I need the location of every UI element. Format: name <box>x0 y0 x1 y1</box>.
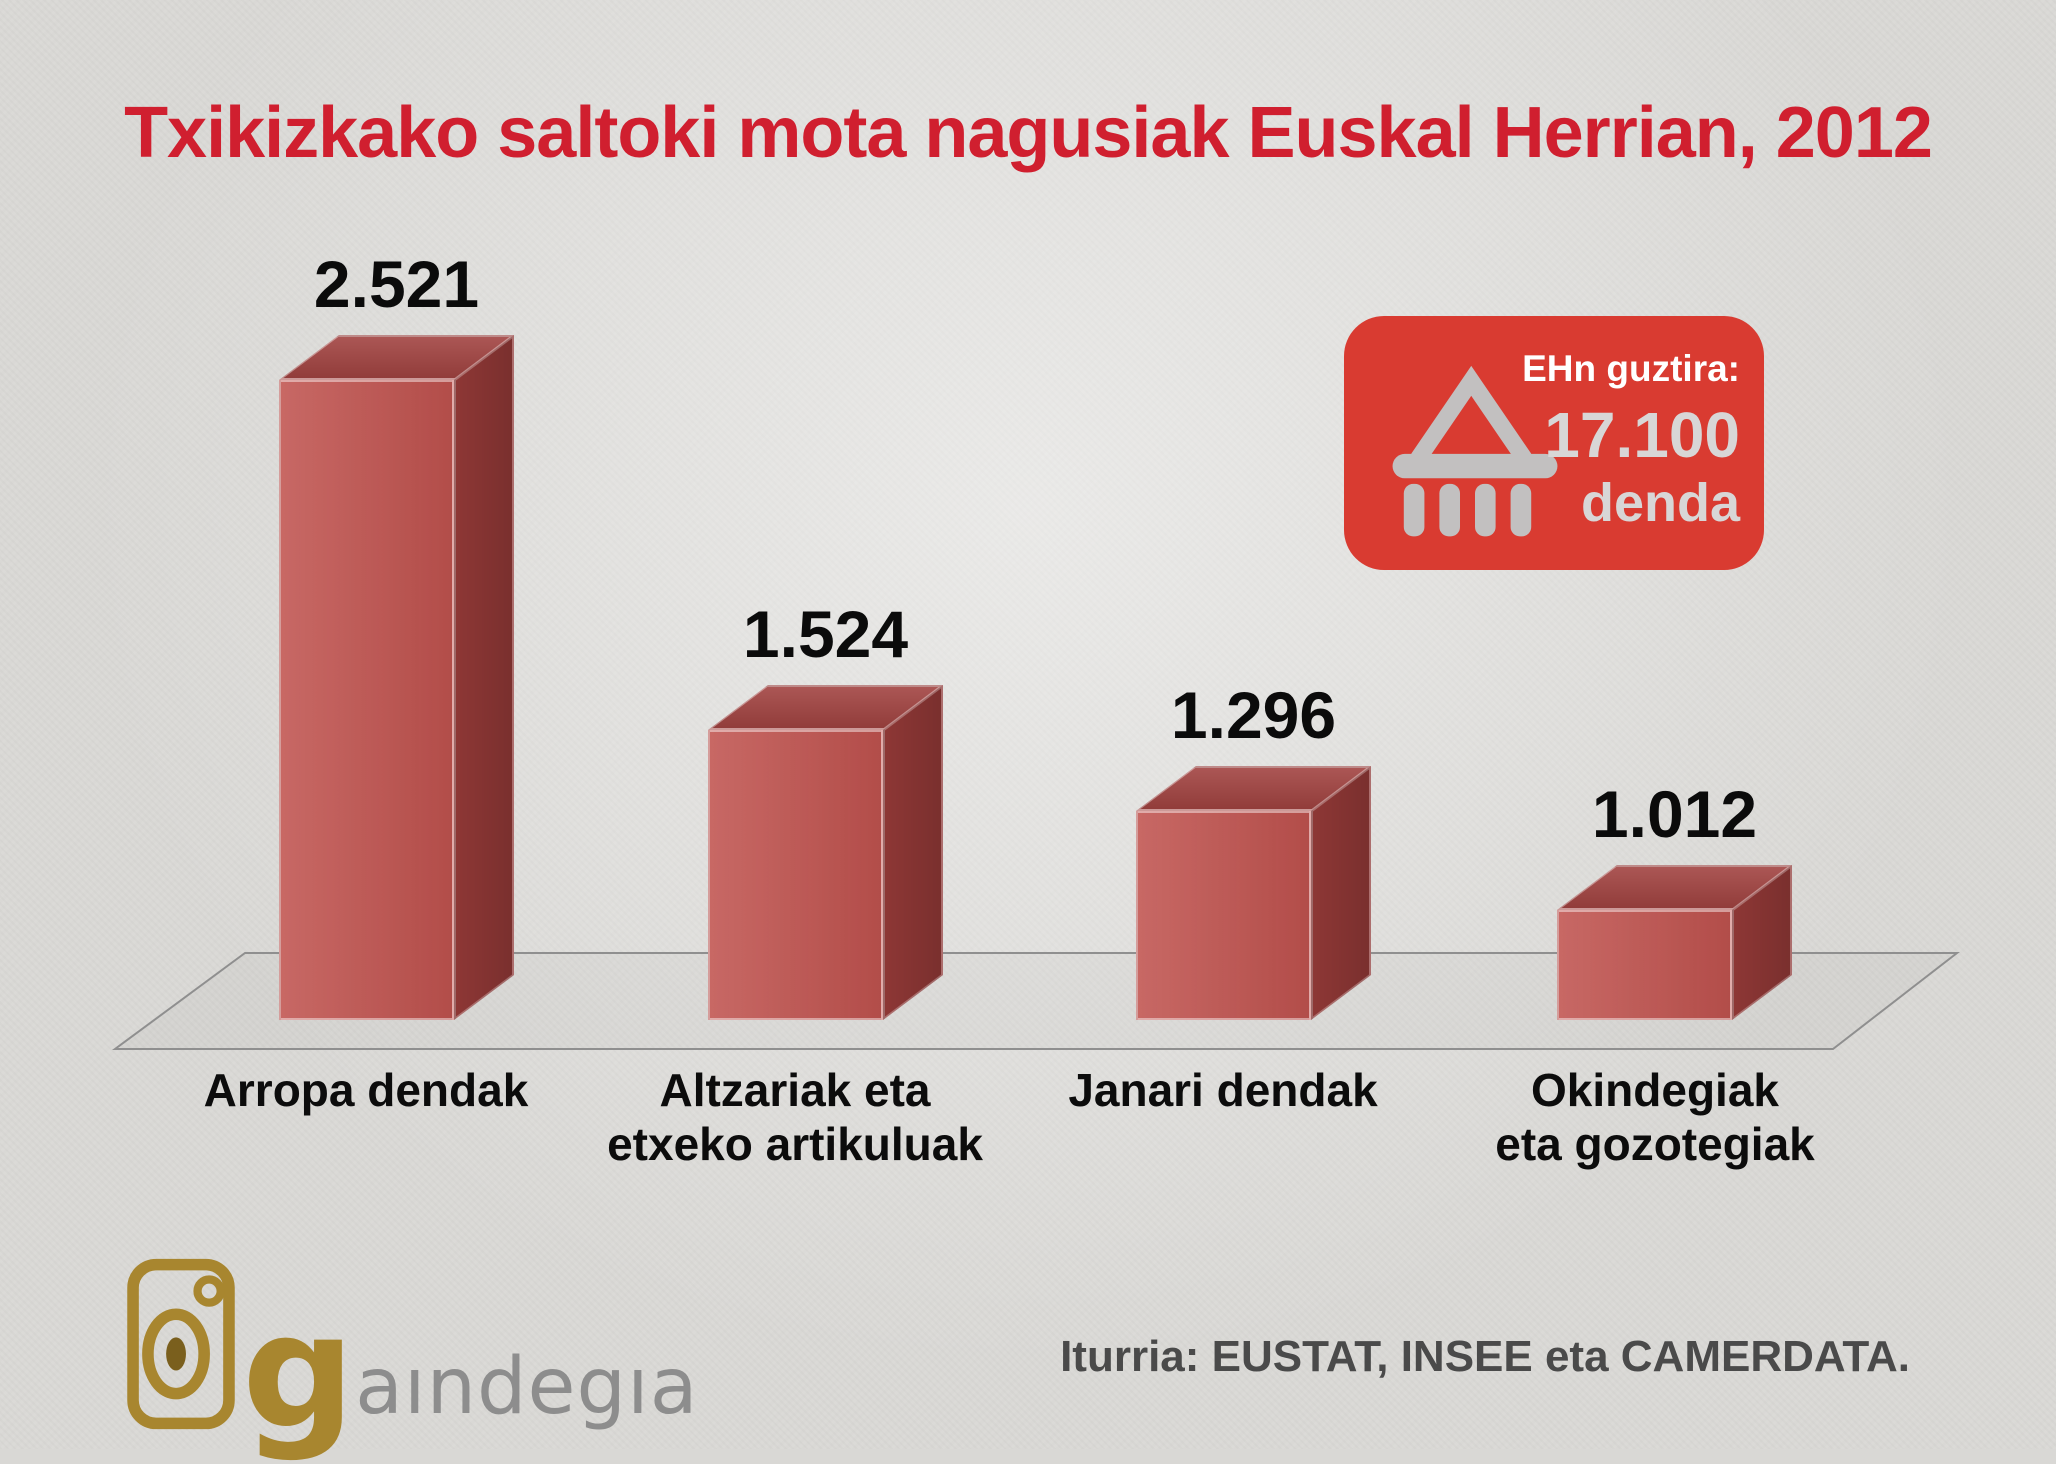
bar-front-face <box>279 380 454 1020</box>
bar-front-face <box>708 730 883 1020</box>
floor-outline <box>111 952 1960 1050</box>
bar-arropa-dendak: 2.521 <box>279 247 514 1020</box>
bar-value-label: 1.012 <box>1591 777 1758 851</box>
badge-heading: EHn guztira: <box>1522 348 1740 389</box>
bar-side-face <box>883 684 943 1020</box>
badge-unit: denda <box>1580 473 1740 533</box>
category-line: Janari dendak <box>1068 1064 1378 1116</box>
category-line: Arropa dendak <box>203 1064 529 1116</box>
badge-total-value: 17.100 <box>1544 399 1740 471</box>
category-label-altzariak: Altzariak eta etxeko artikuluak <box>515 1063 1075 1172</box>
bar-value-label: 2.521 <box>313 247 480 321</box>
shopping-basket-icon <box>1392 365 1558 537</box>
logo-text: aındegıa <box>355 1341 699 1432</box>
category-label-janari: Janari dendak <box>943 1063 1503 1117</box>
category-line: Altzariak eta <box>659 1064 931 1116</box>
bar-value-label: 1.524 <box>742 597 909 671</box>
gaindegia-logo: g aındegıa <box>126 1258 699 1464</box>
bar-janari-dendak: 1.296 <box>1136 678 1371 1020</box>
gaindegia-emblem-icon <box>127 1258 235 1430</box>
total-badge: EHn guztira: 17.100 denda <box>1344 316 1764 570</box>
category-label-okindegiak: Okindegiak eta gozotegiak <box>1375 1063 1935 1172</box>
bar-value-label: 1.296 <box>1170 678 1337 752</box>
category-line: eta gozotegiak <box>1495 1118 1815 1171</box>
bar-front-face <box>1136 811 1311 1020</box>
logo-initial: g <box>242 1280 356 1464</box>
bar-altzariak: 1.524 <box>708 597 943 1020</box>
chart-title: Txikizkako saltoki mota nagusiak Euskal … <box>124 93 1933 173</box>
category-line: Okindegiak <box>1531 1064 1779 1116</box>
bar-okindegiak: 1.012 <box>1557 777 1792 1020</box>
category-line: etxeko artikuluak <box>607 1118 983 1171</box>
category-label-arropa: Arropa dendak <box>86 1063 646 1117</box>
bar-front-face <box>1557 910 1732 1020</box>
source-attribution: Iturria: EUSTAT, INSEE eta CAMERDATA. <box>1060 1332 1910 1381</box>
bar-side-face <box>454 334 514 1020</box>
